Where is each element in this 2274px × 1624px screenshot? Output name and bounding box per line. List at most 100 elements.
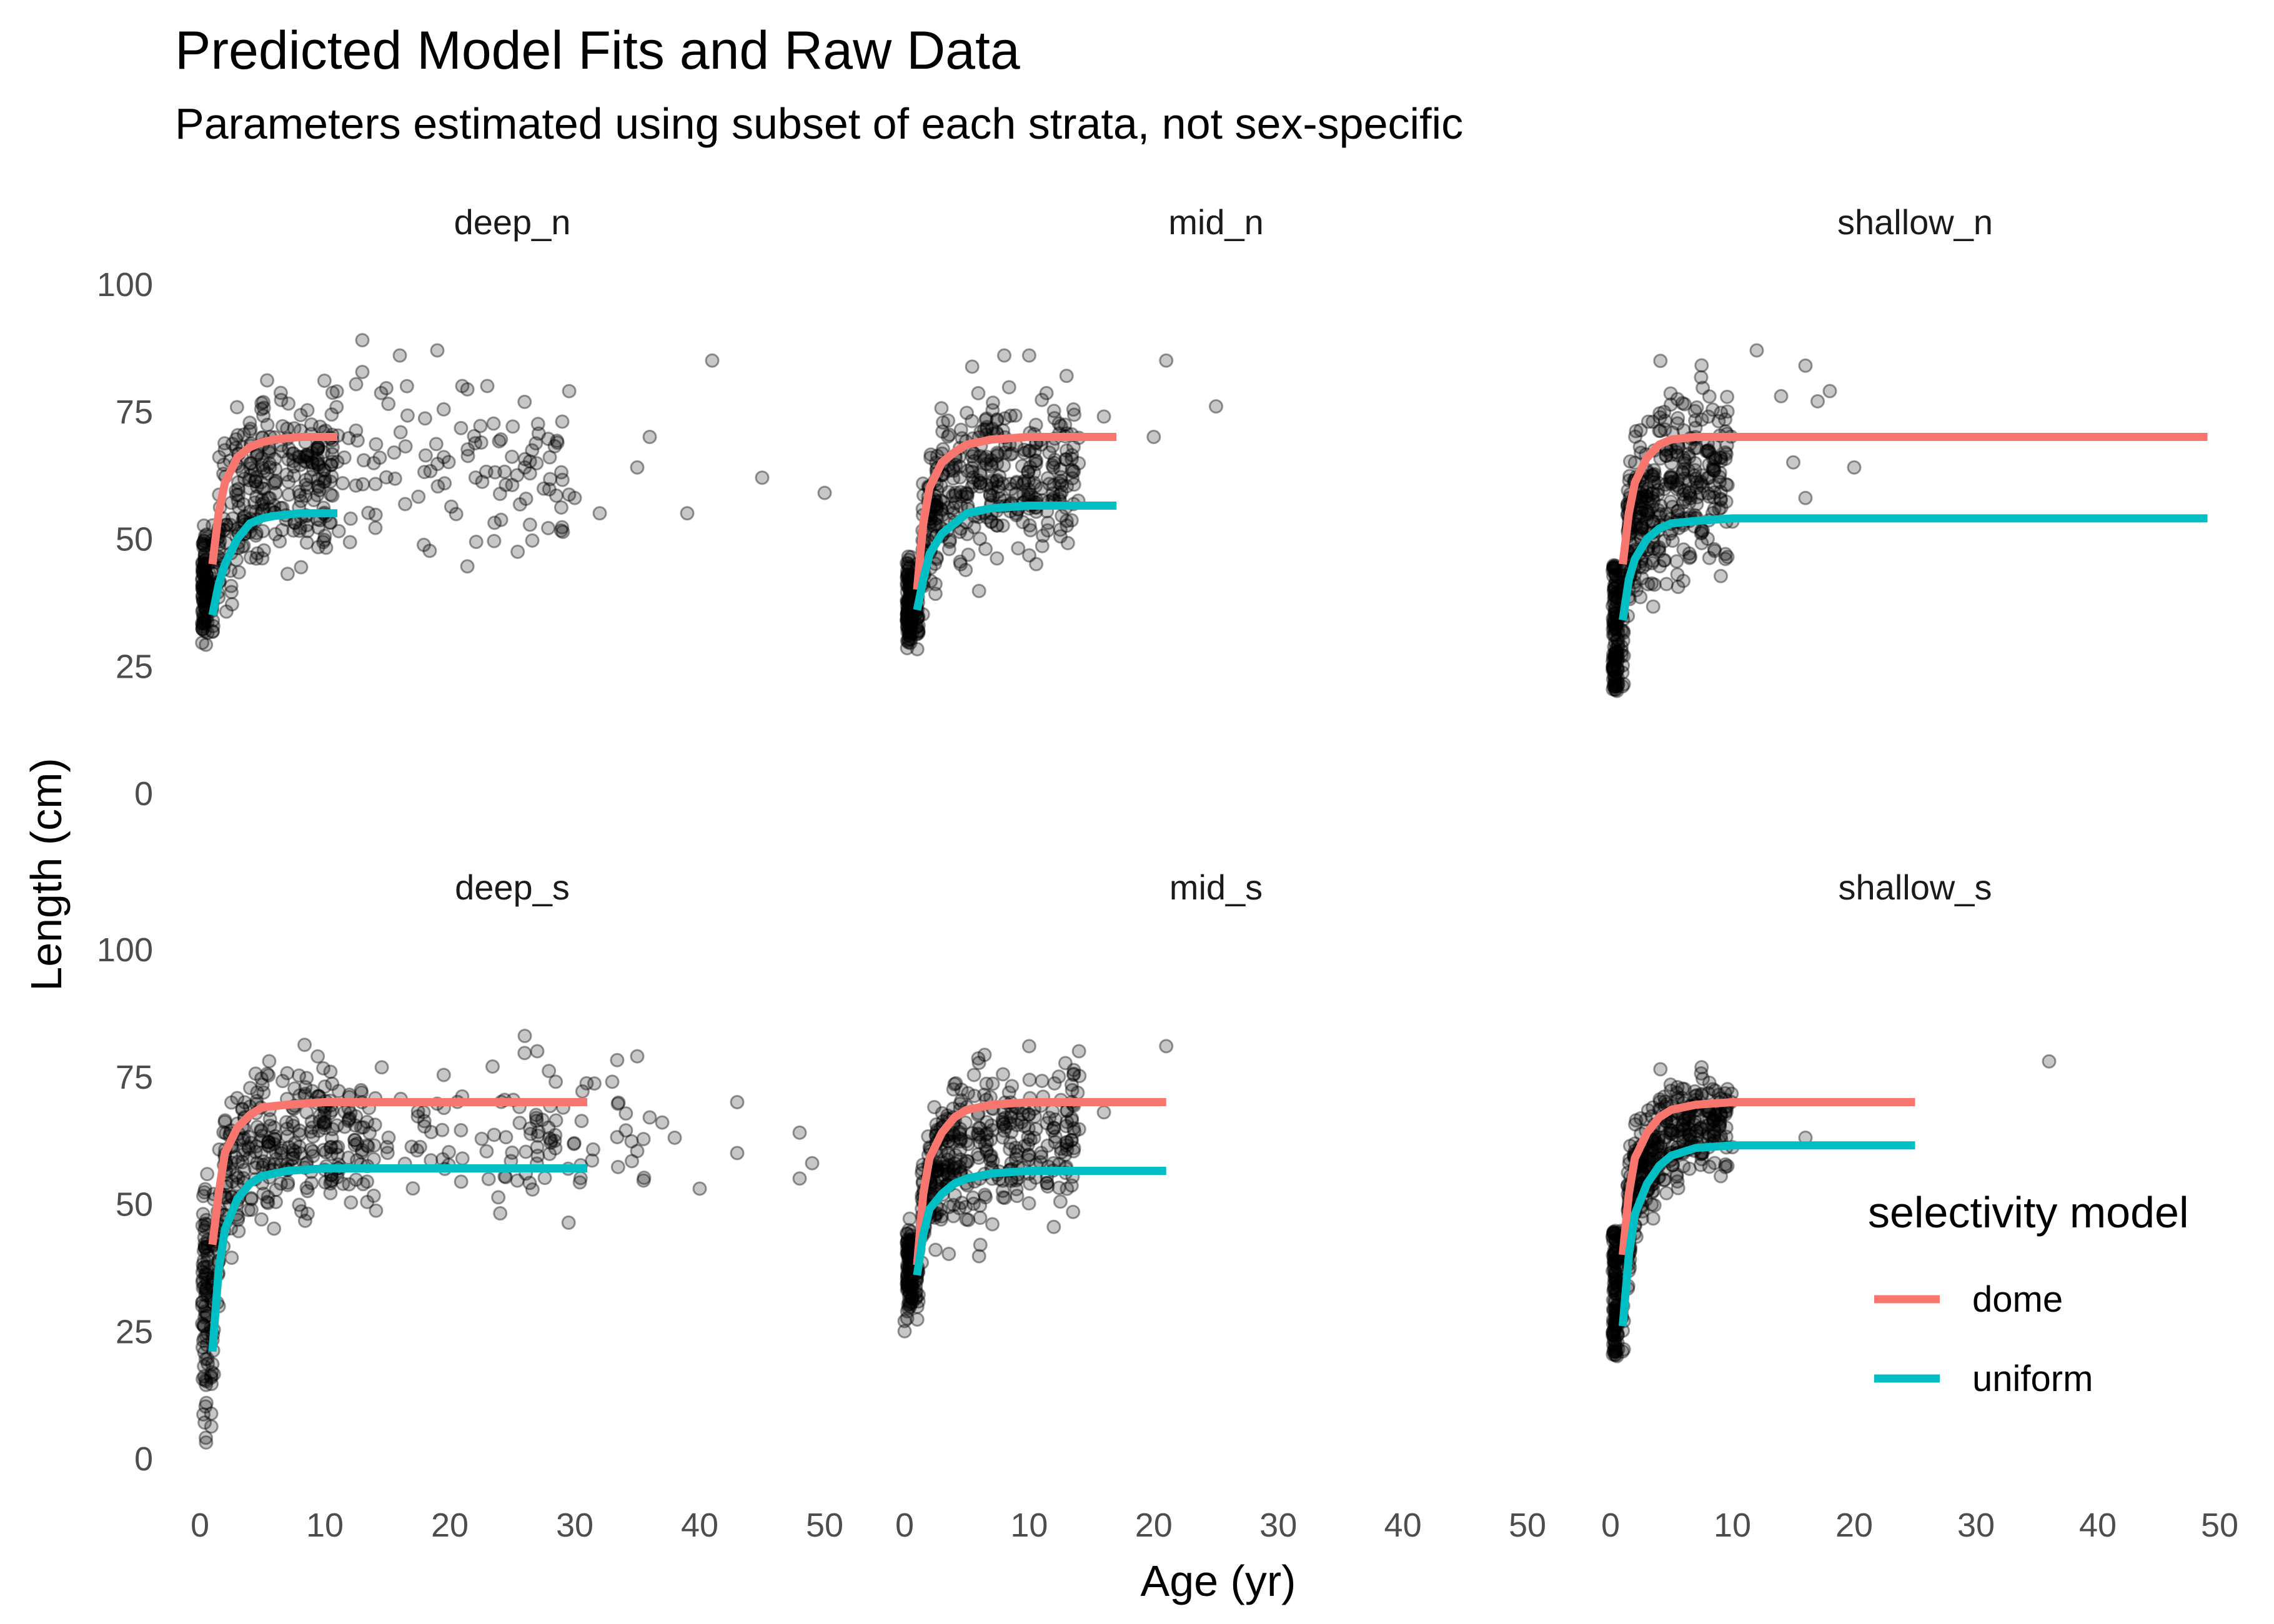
data-point xyxy=(360,1138,375,1153)
data-point xyxy=(492,487,507,502)
data-point xyxy=(473,418,488,433)
data-point xyxy=(934,401,949,416)
data-point xyxy=(941,1199,956,1214)
data-point xyxy=(610,1159,625,1174)
data-point xyxy=(195,572,210,587)
data-point xyxy=(487,533,502,548)
y-tick-label: 25 xyxy=(116,648,153,685)
data-point xyxy=(1047,1076,1062,1091)
data-point xyxy=(978,412,993,427)
data-point xyxy=(984,1118,999,1133)
data-point xyxy=(900,1238,915,1253)
data-point xyxy=(525,1182,540,1197)
data-point xyxy=(294,493,309,508)
data-point xyxy=(197,588,212,603)
data-point xyxy=(460,448,475,463)
data-point xyxy=(1209,399,1223,414)
data-point xyxy=(454,1123,469,1138)
data-point xyxy=(493,1206,508,1221)
data-point xyxy=(197,572,212,587)
data-point xyxy=(965,1126,980,1141)
data-point xyxy=(953,485,968,500)
data-point xyxy=(990,551,1005,566)
data-point xyxy=(1023,487,1038,502)
data-point xyxy=(1021,348,1036,363)
data-point xyxy=(368,507,383,522)
data-point xyxy=(1609,1273,1624,1288)
x-tick-label: 40 xyxy=(1384,1507,1422,1544)
data-point xyxy=(1707,543,1722,558)
data-point xyxy=(299,477,314,492)
data-point xyxy=(1749,343,1764,358)
data-point xyxy=(973,1211,988,1225)
data-point xyxy=(199,637,214,652)
data-point xyxy=(1607,621,1622,636)
data-point xyxy=(299,518,314,533)
data-point xyxy=(317,373,332,388)
data-point xyxy=(261,1135,276,1150)
data-point xyxy=(1720,478,1735,493)
data-point xyxy=(217,443,232,458)
data-point xyxy=(305,1129,320,1144)
data-point xyxy=(902,616,917,631)
data-point xyxy=(342,535,357,550)
data-point xyxy=(243,422,258,437)
data-point xyxy=(984,514,999,529)
data-point xyxy=(235,464,250,479)
data-point xyxy=(510,544,525,559)
data-point xyxy=(901,1222,916,1237)
data-point xyxy=(1021,548,1036,563)
data-point xyxy=(256,543,271,558)
strip-label: deep_n xyxy=(454,202,571,242)
data-point xyxy=(292,488,307,503)
data-point xyxy=(542,482,557,497)
data-point xyxy=(1071,1044,1086,1059)
data-point xyxy=(195,621,210,636)
data-point xyxy=(529,456,544,471)
data-point xyxy=(942,534,957,549)
data-point xyxy=(306,462,321,477)
data-point xyxy=(310,1049,325,1064)
data-point xyxy=(928,577,943,592)
data-point xyxy=(517,460,532,475)
data-point xyxy=(236,427,251,442)
data-point xyxy=(262,1118,277,1133)
data-point xyxy=(505,419,520,434)
data-point xyxy=(275,523,290,538)
data-point xyxy=(243,550,258,565)
data-point xyxy=(1696,1071,1710,1086)
data-point xyxy=(522,466,537,481)
data-point xyxy=(237,1162,252,1177)
data-point xyxy=(2042,1054,2057,1069)
panel-shallow_n: shallow_n xyxy=(1605,202,2208,698)
strip-label: deep_s xyxy=(455,868,570,907)
data-point xyxy=(1040,523,1055,538)
data-point xyxy=(444,499,459,514)
data-point xyxy=(249,1139,264,1154)
x-tick-label: 0 xyxy=(191,1507,209,1544)
data-point xyxy=(196,610,211,625)
data-point xyxy=(573,1171,588,1186)
data-point xyxy=(417,465,432,480)
data-point xyxy=(1021,443,1036,458)
data-point xyxy=(1015,458,1030,473)
data-point xyxy=(902,603,917,618)
data-point xyxy=(519,492,534,507)
data-point xyxy=(637,1171,652,1186)
data-point xyxy=(455,1151,470,1166)
data-point xyxy=(1694,1060,1709,1075)
data-point xyxy=(966,475,981,490)
data-point xyxy=(196,537,211,552)
data-point xyxy=(1055,478,1070,493)
data-point xyxy=(280,567,295,582)
data-point xyxy=(1035,1074,1050,1089)
data-point xyxy=(300,480,315,495)
data-point xyxy=(310,442,325,457)
data-point xyxy=(941,1246,956,1261)
strip-label: shallow_s xyxy=(1839,868,1992,907)
data-point xyxy=(195,577,210,592)
data-point xyxy=(1066,1204,1081,1219)
legend-label: uniform xyxy=(1972,1359,2093,1399)
y-tick-label: 50 xyxy=(116,1186,153,1224)
data-point xyxy=(499,1130,514,1145)
